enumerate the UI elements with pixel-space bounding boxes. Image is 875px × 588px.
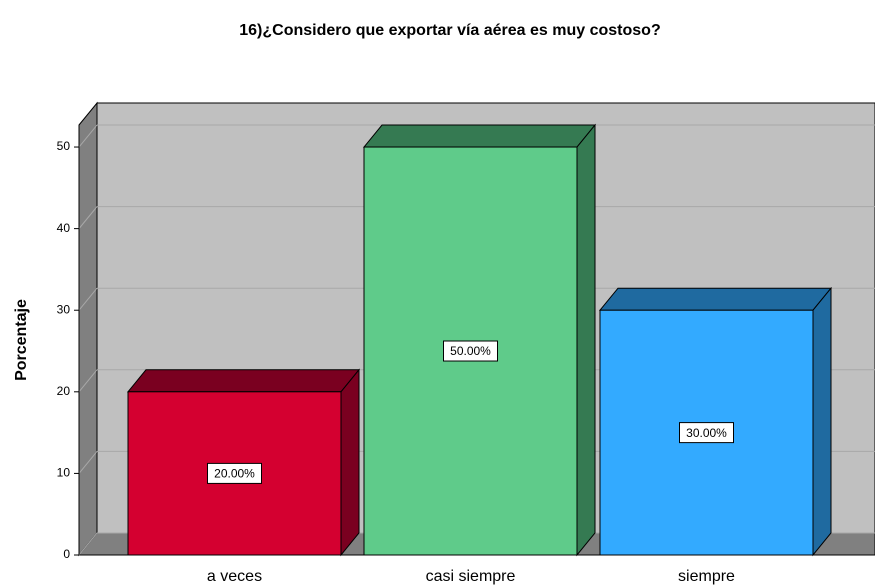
y-tick-label: 30 (57, 302, 71, 316)
chart-title: 16)¿Considero que exportar vía aérea es … (239, 22, 660, 39)
bar-side (340, 368, 360, 557)
y-tick-label: 40 (57, 221, 71, 235)
x-tick-label: siempre (678, 568, 735, 585)
grid-line (78, 369, 98, 393)
value-label: 30.00% (686, 426, 727, 440)
bar (126, 368, 361, 557)
bar-top (126, 369, 361, 393)
value-label-box (207, 462, 262, 484)
value-label-box (443, 340, 498, 362)
bar (598, 286, 833, 557)
value-label: 50.00% (450, 344, 491, 358)
y-tick-label: 20 (57, 384, 71, 398)
bar-top (598, 287, 833, 311)
y-tick-label: 10 (57, 466, 71, 480)
bar-side (812, 286, 832, 557)
x-tick-label: a veces (207, 568, 262, 585)
y-axis-label: Porcentaje (13, 299, 30, 381)
bar (362, 123, 597, 557)
grid-line (78, 451, 98, 474)
y-tick-label: 0 (63, 547, 70, 561)
side-wall (78, 101, 98, 557)
bar-side (576, 123, 596, 557)
y-tick-label: 50 (57, 139, 71, 153)
grid-line (78, 287, 98, 311)
grid-line (78, 124, 98, 148)
value-label-box (679, 422, 734, 444)
grid-line (78, 206, 98, 229)
value-label: 20.00% (214, 467, 255, 481)
bar-top (362, 124, 597, 148)
x-tick-label: casi siempre (426, 568, 516, 585)
grid-line (78, 532, 98, 556)
